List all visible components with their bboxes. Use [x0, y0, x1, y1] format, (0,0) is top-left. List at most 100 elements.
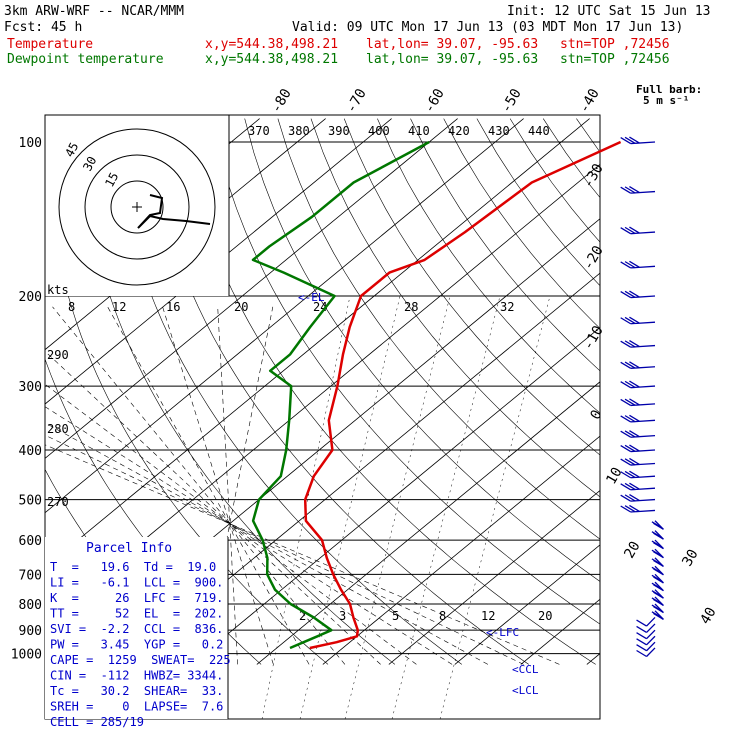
- moist-adiabat: [45, 350, 381, 665]
- dry-adiabat: [78, 118, 396, 665]
- mixing-ratio-label-3: 3: [339, 609, 346, 623]
- dry-adiabat: [178, 118, 596, 665]
- dry-adiabat: [277, 118, 600, 540]
- theta-label-420: 420: [448, 124, 470, 138]
- dry-adiabat: [144, 118, 529, 665]
- pressure-label-200: 200: [19, 290, 42, 305]
- level-annotation: <-EL: [298, 291, 325, 304]
- moist-adiabat: [45, 444, 560, 665]
- dry-adiabat: [377, 118, 600, 414]
- isotherm-label--80: -80: [268, 86, 295, 116]
- isotherm: [124, 272, 600, 665]
- mixing-ratio-label-5: 5: [392, 609, 399, 623]
- theta-label-410: 410: [408, 124, 430, 138]
- isotherm-label-40: 40: [697, 605, 719, 628]
- dry-adiabat: [111, 118, 462, 665]
- parcel-info-row: Tc = 30.2 SHEAR= 33.: [50, 684, 223, 698]
- parcel-info-row: TT = 52 EL = 202.: [50, 607, 223, 621]
- hodograph-ring: [84, 154, 190, 260]
- pressure-label-400: 400: [19, 444, 42, 459]
- mixing-ratio-label-28: 28: [404, 300, 418, 314]
- pressure-label-700: 700: [19, 568, 42, 583]
- dry-adiabat: [476, 118, 600, 287]
- parcel-info-row: CIN = -112 HWBZ= 3344.: [50, 669, 223, 683]
- theta-label-370: 370: [248, 124, 270, 138]
- temperature-xy: x,y=544.38,498.21: [205, 37, 338, 52]
- pressure-label-100: 100: [19, 136, 42, 151]
- forecast-hour: Fcst: 45 h: [4, 20, 82, 35]
- hodograph-ring: [58, 128, 216, 286]
- isotherm-label-30: 30: [679, 547, 701, 570]
- mixing-ratio-label-8: 8: [439, 609, 446, 623]
- isotherm-label-20: 20: [621, 539, 643, 562]
- parcel-info-row: SREH = 0 LAPSE= 7.6: [50, 700, 223, 714]
- theta-label-430: 430: [488, 124, 510, 138]
- isotherm-label--10: -10: [580, 323, 607, 353]
- pressure-label-600: 600: [19, 534, 42, 549]
- moist-adiabat: [217, 306, 238, 665]
- isotherm: [190, 326, 600, 665]
- isotherm: [388, 490, 600, 665]
- model-title: 3km ARW-WRF -- NCAR/MMM: [4, 4, 184, 19]
- mixing-ratio-line: [439, 295, 551, 719]
- parcel-info-row: CELL = 285/19: [50, 715, 144, 729]
- hodograph-ring-label-45: 45: [62, 140, 81, 159]
- isotherm: [45, 118, 458, 459]
- mixing-ratio-label-2: 2: [299, 609, 306, 623]
- dry-adiabat: [244, 118, 600, 582]
- isotherm: [45, 118, 590, 568]
- mixing-ratio-label-12: 12: [481, 609, 495, 623]
- mixing-ratio-line: [344, 295, 451, 719]
- moist-adiabat: [107, 306, 310, 665]
- dewpoint-temperature-curve: [251, 140, 430, 650]
- parcel-info-row: LI = -6.1 LCL = 900.: [50, 576, 223, 590]
- hodograph-trace: [137, 194, 211, 229]
- moist-adiabat: [52, 306, 346, 665]
- dry-adiabat: [542, 118, 600, 199]
- dry-adiabat: [45, 118, 329, 665]
- level-annotation: <LCL: [512, 684, 539, 697]
- level-annotation: <CCL: [512, 663, 539, 676]
- mixing-ratio-line: [299, 295, 401, 719]
- theta-label-380: 380: [288, 124, 310, 138]
- mixing-ratio-label-8: 8: [68, 300, 75, 314]
- dry-adiabat: [410, 118, 600, 372]
- isotherm-label-10: 10: [603, 465, 625, 488]
- mixing-ratio-line: [391, 295, 501, 719]
- temperature-curve: [303, 140, 622, 650]
- theta-side-label-280: 280: [47, 422, 69, 436]
- dry-adiabat: [610, 119, 740, 665]
- parcel-info-box: Parcel Info T = 19.6 Td = 19.0 LI = -6.1 …: [45, 537, 231, 729]
- hodograph-ring-label-30: 30: [80, 154, 99, 173]
- mixing-ratio-label-20: 20: [538, 609, 552, 623]
- mixing-ratio-label-32: 32: [500, 300, 514, 314]
- temperature-station: stn=TOP ,72456: [560, 37, 670, 52]
- isotherm-label--50: -50: [498, 86, 525, 116]
- hodograph-ring-label-15: 15: [102, 170, 121, 189]
- temperature-legend: Temperature: [7, 37, 93, 52]
- level-annotation: <-LFC: [486, 626, 519, 639]
- pressure-label-1000: 1000: [11, 648, 42, 663]
- theta-label-400: 400: [368, 124, 390, 138]
- dry-adiabat: [310, 118, 600, 498]
- hodograph-units: kts: [47, 283, 69, 297]
- dry-adiabat: [509, 118, 600, 243]
- dewpoint-legend: Dewpoint temperature: [7, 52, 164, 67]
- dry-adiabat: [676, 119, 740, 665]
- parcel-info-title: Parcel Info: [86, 541, 172, 556]
- dry-adiabat: [709, 119, 740, 665]
- parcel-info-row: SVI = -2.2 CCL = 836.: [50, 622, 223, 636]
- dewpoint-latlon: lat,lon= 39.07, -95.63: [366, 52, 538, 67]
- pressure-label-900: 900: [19, 624, 42, 639]
- isotherm: [322, 435, 600, 665]
- pressure-label-300: 300: [19, 380, 42, 395]
- theta-label-390: 390: [328, 124, 350, 138]
- pressure-label-800: 800: [19, 598, 42, 613]
- moist-adiabat: [45, 383, 417, 665]
- isotherm-label--70: -70: [343, 86, 370, 116]
- isotherm: [45, 118, 392, 405]
- hodograph-ring: [110, 180, 164, 234]
- valid-time: Valid: 09 UTC Mon 17 Jun 13 (03 MDT Mon …: [292, 20, 683, 35]
- moist-adiabat: [45, 434, 524, 665]
